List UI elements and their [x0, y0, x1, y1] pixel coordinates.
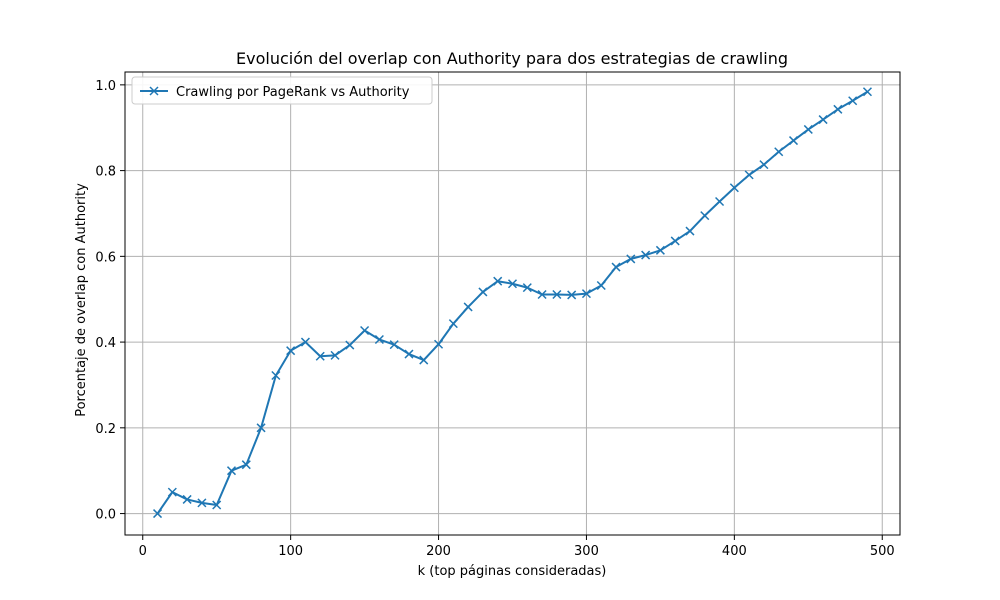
data-point [581, 289, 591, 299]
data-point [522, 283, 532, 293]
data-point [315, 351, 325, 361]
data-point [153, 509, 163, 519]
legend-marker [149, 86, 159, 96]
axes-frame [124, 71, 901, 536]
data-point [345, 340, 355, 350]
legend-box [131, 76, 433, 105]
x-axis-label: k (top páginas consideradas) [418, 564, 607, 579]
data-point [833, 104, 843, 114]
y-tick-label: 0.6 [95, 250, 116, 265]
legend: Crawling por PageRank vs Authority [131, 76, 433, 105]
data-point [700, 211, 710, 221]
data-point [478, 287, 488, 297]
data-point [493, 276, 503, 286]
data-point [862, 87, 872, 97]
data-point [167, 487, 177, 497]
ticks: 0 100 200 300 400 500 0.0 0.2 0.4 0.6 0.8 1.0 [95, 79, 894, 559]
chart-title: Evolución del overlap con Authority para… [236, 49, 788, 68]
data-point [537, 289, 547, 300]
data-point [256, 423, 266, 433]
plot-frame [124, 71, 901, 536]
x-tick-label: 300 [574, 544, 599, 559]
data-point [788, 136, 799, 146]
data-point [729, 183, 739, 193]
data-point [744, 170, 754, 180]
data-point [182, 494, 192, 504]
data-point [803, 124, 813, 134]
data-point [434, 339, 444, 349]
x-tick-label: 500 [870, 544, 895, 559]
data-point [404, 349, 414, 359]
data-point [212, 500, 222, 510]
data-point [715, 196, 725, 206]
data-point [774, 147, 784, 157]
data-point [226, 466, 237, 476]
data-point [626, 254, 636, 264]
data-point [655, 245, 665, 255]
data-point [448, 319, 458, 329]
data-point [596, 280, 606, 291]
data-point [552, 289, 562, 300]
data-point [670, 236, 680, 246]
data-point [389, 340, 399, 350]
y-tick-label: 0.4 [95, 336, 116, 351]
data-point [197, 498, 207, 508]
data-point [374, 334, 384, 345]
y-tick-label: 0.8 [95, 165, 116, 180]
data-point [241, 460, 251, 470]
x-tick-label: 100 [278, 544, 303, 559]
y-tick-label: 0.0 [95, 508, 116, 523]
data-point [611, 262, 621, 272]
grid [125, 72, 900, 535]
data-point [507, 279, 518, 289]
data-point [330, 350, 340, 360]
data-point [463, 302, 473, 312]
x-tick-label: 200 [426, 544, 451, 559]
y-tick-label: 1.0 [95, 79, 116, 94]
data-point [641, 250, 651, 260]
data-point [848, 96, 858, 106]
series-layer [153, 87, 872, 519]
data-point [685, 226, 695, 236]
data-point [818, 115, 828, 125]
legend-label: Crawling por PageRank vs Authority [176, 85, 410, 100]
data-point [360, 325, 370, 336]
y-axis-label: Porcentaje de overlap con Authority [74, 183, 89, 417]
data-point [286, 346, 296, 356]
data-point [300, 337, 310, 347]
data-point [567, 290, 577, 300]
x-tick-label: 400 [722, 544, 747, 559]
data-point [419, 355, 429, 365]
data-point [759, 160, 769, 170]
data-point [271, 370, 281, 381]
x-tick-label: 0 [139, 544, 147, 559]
y-tick-label: 0.2 [95, 422, 116, 437]
